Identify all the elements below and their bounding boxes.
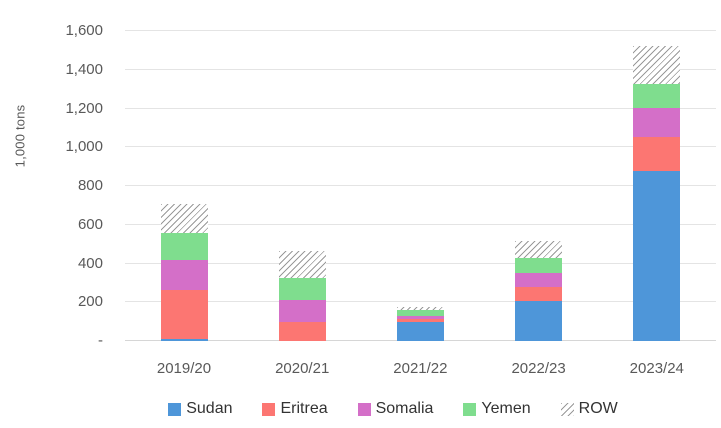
bar-segment-row-2021-22 bbox=[397, 306, 444, 310]
y-tick-label: 1,400 bbox=[65, 60, 103, 78]
gridline bbox=[125, 30, 716, 31]
bar-segment-yemen-2022-23 bbox=[515, 257, 563, 274]
legend-swatch-somalia bbox=[357, 402, 371, 416]
x-axis-label: 2022/23 bbox=[511, 360, 566, 377]
bar-segment-eritrea-2019-20 bbox=[160, 290, 208, 339]
y-tick-label: - bbox=[98, 332, 103, 349]
gridline bbox=[125, 262, 716, 264]
y-tick-label: 200 bbox=[77, 293, 103, 311]
gridline bbox=[125, 107, 716, 109]
bar-segment-eritrea-2020-21 bbox=[278, 321, 326, 341]
bar-segment-sudan-2022-23 bbox=[515, 301, 563, 341]
bar-segment-somalia-2021-22 bbox=[397, 315, 444, 319]
x-axis-label: 2020/21 bbox=[275, 360, 330, 377]
y-tick-label: 1,000 bbox=[65, 138, 103, 156]
bar-segment-somalia-2022-23 bbox=[515, 273, 563, 287]
gridline bbox=[125, 223, 716, 225]
legend-label-yemen: Yemen bbox=[481, 400, 531, 417]
legend-item-somalia: Somalia bbox=[357, 399, 434, 419]
bar-segment-yemen-2023-24 bbox=[633, 84, 681, 108]
legend-label-row: ROW bbox=[578, 400, 618, 417]
y-tick-label: 1,600 bbox=[65, 22, 103, 39]
plot-area bbox=[125, 30, 716, 341]
bar-segment-row-2019-20 bbox=[160, 204, 208, 234]
bar-segment-somalia-2019-20 bbox=[160, 260, 208, 291]
bar-segment-row-2022-23 bbox=[515, 241, 563, 258]
bar-segment-eritrea-2021-22 bbox=[397, 318, 444, 322]
bar-segment-somalia-2020-21 bbox=[278, 299, 326, 322]
legend-item-row: ROW bbox=[560, 399, 618, 419]
gridline bbox=[125, 68, 716, 70]
bar-segment-row-2023-24 bbox=[633, 45, 681, 85]
bar-segment-somalia-2023-24 bbox=[633, 107, 681, 137]
legend-label-somalia: Somalia bbox=[375, 400, 434, 417]
bar-segment-eritrea-2023-24 bbox=[633, 136, 681, 172]
bar-segment-sudan-2019-20 bbox=[160, 338, 208, 341]
x-axis-label: 2019/20 bbox=[156, 360, 212, 377]
legend-label-sudan: Sudan bbox=[186, 400, 233, 417]
gridline bbox=[125, 301, 716, 303]
bar-segment-yemen-2019-20 bbox=[160, 233, 208, 261]
gridline bbox=[125, 185, 716, 186]
bar-segment-yemen-2021-22 bbox=[397, 309, 444, 316]
legend-swatch-row bbox=[560, 402, 574, 416]
legend-swatch-yemen bbox=[463, 402, 477, 416]
y-tick-label: 600 bbox=[77, 215, 103, 233]
legend-item-yemen: Yemen bbox=[463, 399, 531, 419]
y-tick-label: 800 bbox=[77, 177, 103, 194]
x-axis-label: 2021/22 bbox=[393, 360, 448, 377]
bar-segment-sudan-2023-24 bbox=[633, 171, 681, 341]
gridline bbox=[125, 146, 716, 148]
legend: Sudan Eritrea Somalia Yemen ROW bbox=[65, 397, 721, 421]
legend-swatch-eritrea bbox=[262, 402, 276, 416]
legend-item-eritrea: Eritrea bbox=[262, 399, 328, 419]
bar-segment-eritrea-2022-23 bbox=[515, 286, 563, 302]
bar-segment-yemen-2020-21 bbox=[278, 278, 326, 300]
legend-swatch-sudan bbox=[168, 402, 182, 416]
x-axis-label: 2023/24 bbox=[629, 360, 684, 377]
legend-label-eritrea: Eritrea bbox=[280, 400, 328, 417]
bar-segment-row-2020-21 bbox=[278, 251, 326, 279]
y-tick-label: 400 bbox=[77, 254, 103, 272]
bar-segment-sudan-2021-22 bbox=[397, 321, 444, 341]
y-tick-label: 1,200 bbox=[65, 99, 103, 117]
legend-item-sudan: Sudan bbox=[168, 399, 232, 419]
